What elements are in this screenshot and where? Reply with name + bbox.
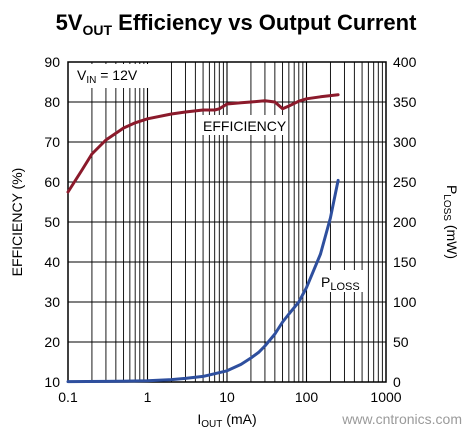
series-group	[66, 93, 340, 384]
y-left-tick-label: 70	[44, 134, 60, 150]
y-right-tick-label: 250	[393, 174, 417, 190]
x-tick-label: 10	[219, 389, 235, 405]
y-right-tick-label: 300	[393, 134, 417, 150]
x-axis-label: IOUT (mA)	[197, 411, 256, 430]
ploss-series-label: PLOSS	[321, 274, 360, 293]
y-left-tick-label: 90	[44, 54, 60, 70]
condition-label: VIN = 12V	[77, 67, 138, 86]
x-tick-label: 0.1	[58, 389, 78, 405]
y-left-tick-label: 80	[44, 94, 60, 110]
y-right-tick-label: 100	[393, 294, 417, 310]
watermark: www.cntronics.com	[341, 411, 462, 427]
y-left-tick-label: 40	[44, 254, 60, 270]
ploss-label-bg	[317, 270, 367, 292]
x-tick-label: 1	[144, 389, 152, 405]
efficiency-series-label: EFFICIENCY	[203, 118, 287, 134]
y-right-axis-label: PLOSS (mW)	[441, 185, 460, 259]
x-tick-labels: 0.1 1 10 100 1000	[58, 389, 402, 405]
y-right-tick-label: 150	[393, 254, 417, 270]
x-tick-label: 100	[295, 389, 319, 405]
y-left-axis-label: EFFICIENCY (%)	[9, 168, 25, 277]
y-left-tick-label: 10	[44, 374, 60, 390]
grid	[68, 62, 386, 382]
y-left-tick-label: 60	[44, 174, 60, 190]
condition-label-bg	[70, 64, 152, 88]
y-left-tick-label: 50	[44, 214, 60, 230]
y-left-tick-label: 20	[44, 334, 60, 350]
chart-title: 5VOUT Efficiency vs Output Current	[56, 10, 418, 38]
y-right-tick-label: 400	[393, 54, 417, 70]
efficiency-label-bg	[198, 115, 288, 135]
x-tick-label: 1000	[370, 389, 401, 405]
ploss-series-line	[66, 178, 340, 384]
efficiency-series-line	[66, 93, 340, 194]
y-right-tick-label: 200	[393, 214, 417, 230]
y-right-tick-label: 0	[393, 374, 401, 390]
y-right-tick-labels: 0 50 100 150 200 250 300 350 400	[393, 54, 417, 390]
plot-frame	[67, 61, 387, 383]
y-left-tick-label: 30	[44, 294, 60, 310]
y-right-tick-label: 50	[393, 334, 409, 350]
y-right-tick-label: 350	[393, 94, 417, 110]
y-left-tick-labels: 10 20 30 40 50 60 70 80 90	[44, 54, 60, 390]
